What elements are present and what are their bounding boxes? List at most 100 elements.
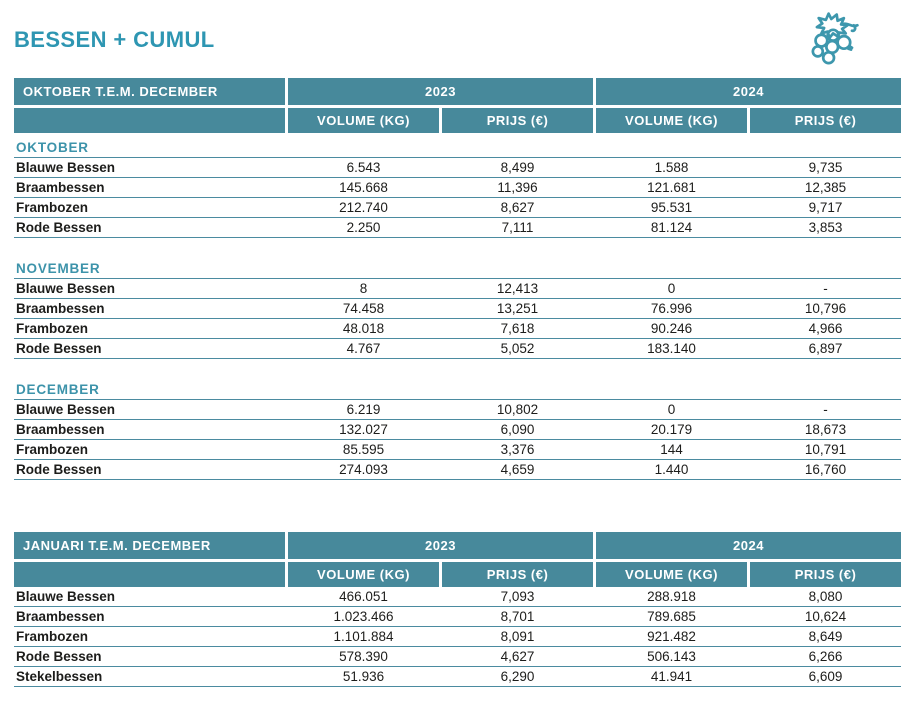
prijs-2023: 12,413 bbox=[496, 281, 539, 296]
volume-2024: 0 bbox=[667, 281, 676, 296]
prijs-2023: 6,090 bbox=[500, 422, 535, 437]
prijs-2023: 10,802 bbox=[496, 402, 539, 417]
year-2023-header: 2023 bbox=[288, 532, 593, 559]
table-row: Braambessen 132.027 6,090 20.179 18,673 bbox=[14, 420, 901, 440]
volume-2024: 288.918 bbox=[647, 589, 696, 604]
row-label: Frambozen bbox=[16, 629, 89, 644]
prijs-2024-header: PRIJS (€) bbox=[750, 562, 901, 587]
table-row: Rode Bessen 274.093 4,659 1.440 16,760 bbox=[14, 460, 901, 480]
table2-title: JANUARI T.E.M. DECEMBER bbox=[14, 532, 285, 559]
prijs-2024: 3,853 bbox=[808, 220, 843, 235]
row-label: Braambessen bbox=[16, 609, 105, 624]
prijs-2024-header: PRIJS (€) bbox=[750, 108, 901, 133]
row-label: Blauwe Bessen bbox=[16, 160, 116, 175]
table-row: Braambessen 145.668 11,396 121.681 12,38… bbox=[14, 178, 901, 198]
year-2024-header: 2024 bbox=[596, 532, 901, 559]
volume-2023: 132.027 bbox=[339, 422, 388, 437]
volume-2023: 2.250 bbox=[346, 220, 381, 235]
volume-2024: 20.179 bbox=[650, 422, 693, 437]
table-row: Rode Bessen 2.250 7,111 81.124 3,853 bbox=[14, 218, 901, 238]
prijs-2024: 10,791 bbox=[804, 442, 847, 457]
row-label: Stekelbessen bbox=[16, 669, 103, 684]
volume-2024: 506.143 bbox=[647, 649, 696, 664]
table2-subheader-row: VOLUME (KG) PRIJS (€) VOLUME (KG) PRIJS … bbox=[14, 562, 901, 587]
volume-2024: 95.531 bbox=[650, 200, 693, 215]
row-label: Blauwe Bessen bbox=[16, 402, 116, 417]
volume-2023: 274.093 bbox=[339, 462, 388, 477]
volume-2024: 41.941 bbox=[650, 669, 693, 684]
volume-2023: 1.023.466 bbox=[333, 609, 394, 624]
prijs-2023: 7,618 bbox=[500, 321, 535, 336]
table-row: Braambessen 74.458 13,251 76.996 10,796 bbox=[14, 299, 901, 319]
year-2024-header: 2024 bbox=[596, 78, 901, 105]
section-label: DECEMBER bbox=[14, 379, 901, 400]
volume-2024: 1.440 bbox=[654, 462, 689, 477]
row-label: Frambozen bbox=[16, 321, 89, 336]
empty-corner-cell bbox=[14, 108, 285, 133]
prijs-2024: 6,266 bbox=[808, 649, 843, 664]
row-label: Frambozen bbox=[16, 442, 89, 457]
table-januari-tem-december: JANUARI T.E.M. DECEMBER 2023 2024 VOLUME… bbox=[14, 532, 901, 687]
prijs-2023-header: PRIJS (€) bbox=[442, 108, 593, 133]
row-label: Rode Bessen bbox=[16, 341, 102, 356]
table-row: Frambozen 1.101.884 8,091 921.482 8,649 bbox=[14, 627, 901, 647]
volume-2023: 74.458 bbox=[342, 301, 385, 316]
section-label: NOVEMBER bbox=[14, 258, 901, 279]
prijs-2023-header: PRIJS (€) bbox=[442, 562, 593, 587]
prijs-2024: 6,609 bbox=[808, 669, 843, 684]
prijs-2024: - bbox=[823, 281, 828, 296]
prijs-2024: - bbox=[823, 402, 828, 417]
row-label: Braambessen bbox=[16, 301, 105, 316]
prijs-2024: 6,897 bbox=[808, 341, 843, 356]
volume-2023: 4.767 bbox=[346, 341, 381, 356]
page-title: BESSEN + CUMUL bbox=[14, 27, 215, 52]
volume-2024: 0 bbox=[667, 402, 676, 417]
volume-2024: 183.140 bbox=[647, 341, 696, 356]
prijs-2023: 3,376 bbox=[500, 442, 535, 457]
row-label: Blauwe Bessen bbox=[16, 281, 116, 296]
row-label: Rode Bessen bbox=[16, 220, 102, 235]
volume-2024: 121.681 bbox=[647, 180, 696, 195]
prijs-2024: 9,735 bbox=[808, 160, 843, 175]
volume-2023: 6.543 bbox=[346, 160, 381, 175]
prijs-2024: 8,649 bbox=[808, 629, 843, 644]
table-row: Frambozen 85.595 3,376 144 10,791 bbox=[14, 440, 901, 460]
volume-2023: 48.018 bbox=[342, 321, 385, 336]
section-december: DECEMBER Blauwe Bessen 6.219 10,802 0 - … bbox=[14, 379, 901, 480]
table1-header-row: OKTOBER T.E.M. DECEMBER 2023 2024 bbox=[14, 78, 901, 105]
row-label: Frambozen bbox=[16, 200, 89, 215]
volume-2024: 144 bbox=[660, 442, 683, 457]
prijs-2023: 11,396 bbox=[497, 180, 538, 195]
volume-2023: 1.101.884 bbox=[333, 629, 394, 644]
volume-2023: 51.936 bbox=[342, 669, 385, 684]
table-row: Rode Bessen 578.390 4,627 506.143 6,266 bbox=[14, 647, 901, 667]
volume-2024-header: VOLUME (KG) bbox=[596, 562, 747, 587]
volume-2024-header: VOLUME (KG) bbox=[596, 108, 747, 133]
prijs-2023: 8,701 bbox=[500, 609, 535, 624]
prijs-2023: 4,627 bbox=[500, 649, 535, 664]
table-oktober-tem-december: OKTOBER T.E.M. DECEMBER 2023 2024 VOLUME… bbox=[14, 78, 901, 480]
row-label: Rode Bessen bbox=[16, 649, 102, 664]
volume-2024: 921.482 bbox=[647, 629, 696, 644]
volume-2024: 789.685 bbox=[647, 609, 696, 624]
year-2023-header: 2023 bbox=[288, 78, 593, 105]
section-oktober: OKTOBER Blauwe Bessen 6.543 8,499 1.588 … bbox=[14, 137, 901, 238]
volume-2023: 8 bbox=[359, 281, 368, 296]
volume-2023: 85.595 bbox=[342, 442, 385, 457]
prijs-2024: 4,966 bbox=[808, 321, 843, 336]
table-row: Frambozen 212.740 8,627 95.531 9,717 bbox=[14, 198, 901, 218]
table-row: Blauwe Bessen 8 12,413 0 - bbox=[14, 279, 901, 299]
prijs-2024: 18,673 bbox=[804, 422, 847, 437]
section-november: NOVEMBER Blauwe Bessen 8 12,413 0 - Braa… bbox=[14, 258, 901, 359]
prijs-2023: 5,052 bbox=[500, 341, 535, 356]
prijs-2023: 6,290 bbox=[500, 669, 535, 684]
table-row: Blauwe Bessen 6.219 10,802 0 - bbox=[14, 400, 901, 420]
row-label: Rode Bessen bbox=[16, 462, 102, 477]
table-row: Stekelbessen 51.936 6,290 41.941 6,609 bbox=[14, 667, 901, 687]
prijs-2024: 10,624 bbox=[804, 609, 847, 624]
prijs-2023: 8,091 bbox=[500, 629, 535, 644]
prijs-2024: 8,080 bbox=[808, 589, 843, 604]
volume-2023-header: VOLUME (KG) bbox=[288, 108, 439, 133]
volume-2024: 81.124 bbox=[650, 220, 693, 235]
table-row: Braambessen 1.023.466 8,701 789.685 10,6… bbox=[14, 607, 901, 627]
